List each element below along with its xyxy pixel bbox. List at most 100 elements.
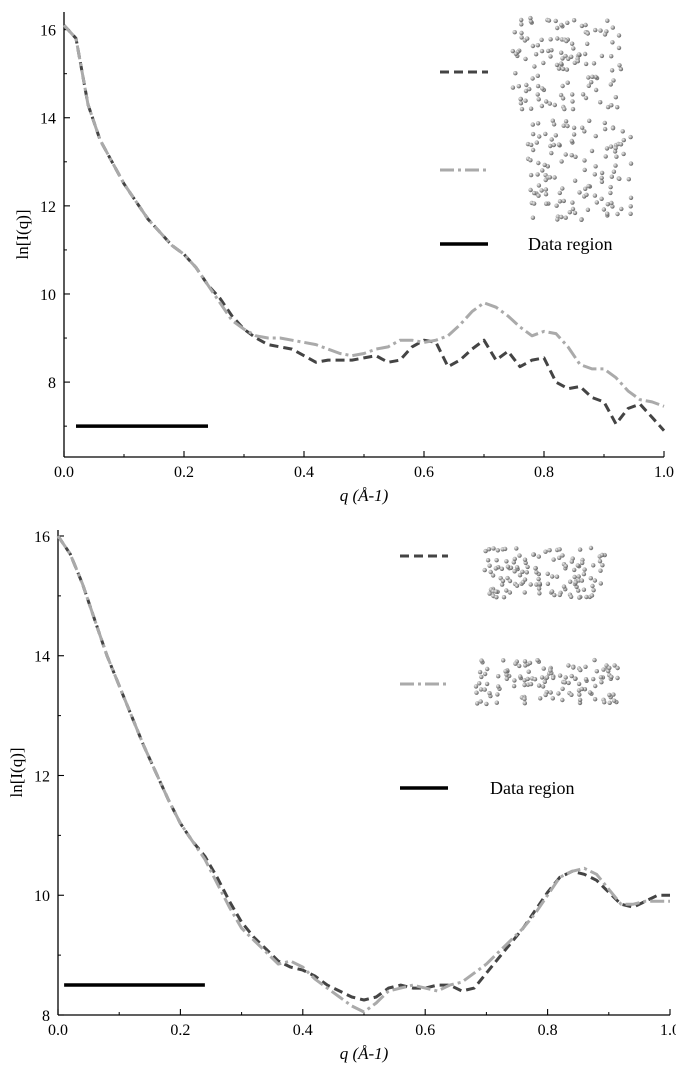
series-2-line: [56, 535, 670, 1014]
structure-atom: [607, 665, 612, 671]
structure-atom: [485, 558, 491, 563]
structure-atom: [495, 692, 500, 697]
x-tick-label: 0.8: [538, 1022, 558, 1039]
structure-atom: [537, 581, 542, 586]
structure-atom: [488, 569, 493, 575]
structure-atom: [541, 666, 546, 671]
structure-atom: [589, 80, 594, 85]
structure-atom: [599, 552, 605, 558]
structure-atom: [557, 190, 562, 196]
structure-atom: [504, 588, 509, 593]
structure-atom: [542, 679, 547, 684]
structure-atom: [503, 669, 508, 674]
structure-atom: [560, 96, 566, 101]
structure-atom: [496, 674, 501, 679]
structure-atom: [566, 56, 571, 61]
structure-atom: [578, 667, 583, 673]
structure-atom: [555, 25, 560, 31]
structure-atom: [551, 557, 556, 562]
structure-atom: [542, 162, 547, 168]
structure-atom: [585, 207, 591, 212]
structure-atom: [479, 674, 484, 680]
structure-atom: [518, 96, 523, 102]
structure-atom: [524, 82, 529, 88]
structure-atom: [559, 50, 564, 55]
structure-atom: [548, 690, 553, 695]
structure-atom: [573, 580, 578, 585]
structure-atom: [568, 579, 573, 584]
structure-atom: [530, 131, 536, 137]
structure-atom: [539, 188, 544, 193]
structure-atom: [566, 663, 571, 668]
y-tick-label: 12: [40, 199, 56, 216]
structure-atom: [611, 169, 617, 174]
structure-atom: [544, 99, 549, 104]
structure-atom: [588, 545, 594, 551]
structure-atom: [563, 675, 568, 680]
structure-atom: [545, 571, 550, 576]
structure-atom: [619, 206, 624, 212]
structure-atom: [519, 22, 524, 27]
structure-atom: [510, 48, 515, 54]
structure-atom: [543, 192, 549, 197]
structure-atom: [586, 183, 591, 189]
series-1-line: [56, 535, 670, 1002]
structure-atom: [528, 158, 533, 163]
structure-atom: [582, 167, 587, 173]
structure-atom: [522, 701, 527, 706]
structure-atom: [512, 678, 517, 683]
structure-atom: [538, 696, 543, 701]
structure-atom: [571, 665, 576, 670]
structure-atom: [599, 175, 604, 181]
series-2-line: [62, 24, 665, 408]
structure-atom: [501, 658, 506, 663]
structure-atom: [549, 137, 554, 142]
structure-atom: [616, 45, 622, 51]
structure-atom: [607, 692, 612, 698]
structure-atom: [577, 692, 582, 697]
structure-atom: [566, 680, 571, 686]
structure-atom: [577, 595, 582, 600]
structure-atom: [580, 560, 585, 566]
structure-atom: [616, 33, 622, 38]
structure-atom: [512, 30, 517, 35]
structure-atom: [600, 563, 605, 568]
structure-atom: [552, 102, 557, 108]
structure-atom: [593, 683, 598, 689]
structure-atom: [535, 121, 541, 126]
structure-atom: [477, 681, 482, 686]
structure-atom: [612, 663, 617, 668]
structure-atom: [628, 204, 633, 209]
structure-atom: [519, 17, 524, 23]
structure-atom: [522, 590, 527, 595]
structure-atom: [534, 582, 539, 587]
structure-atom: [532, 64, 537, 69]
structure-atom: [605, 202, 610, 207]
structure-atom: [580, 92, 586, 97]
structure-atom: [590, 74, 595, 80]
structure-atom: [563, 563, 568, 569]
structure-atom: [608, 184, 613, 190]
structure-atom: [512, 569, 517, 574]
structure-atom: [560, 186, 565, 191]
x-tick-label: 0.6: [415, 1022, 435, 1039]
structure-atom: [599, 680, 604, 685]
structure-atom: [525, 36, 530, 41]
structure-atom: [620, 129, 625, 134]
structure-atom: [584, 594, 589, 600]
structure-atom: [560, 686, 565, 691]
y-tick-label: 8: [48, 375, 56, 392]
structure-atom: [549, 589, 555, 594]
structure-atom: [562, 680, 567, 685]
structure-atom: [547, 548, 552, 553]
structure-atom: [540, 684, 546, 689]
structure-atom: [557, 547, 562, 552]
structure-atom: [567, 210, 572, 215]
structure-atom: [535, 658, 540, 663]
structure-atom: [548, 143, 553, 149]
structure-atom: [592, 657, 597, 663]
structure-atom: [536, 683, 542, 688]
y-axis-label: ln[I(q)]: [13, 209, 32, 259]
structure-atom: [564, 67, 570, 72]
structure-atom: [535, 83, 541, 89]
